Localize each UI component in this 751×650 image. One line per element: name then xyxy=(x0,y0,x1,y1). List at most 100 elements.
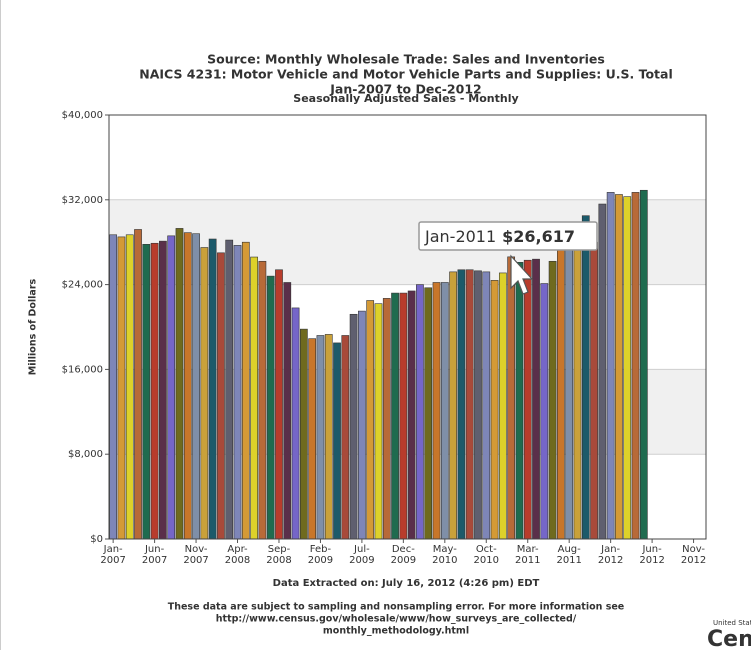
bar xyxy=(598,203,607,540)
bar xyxy=(366,300,375,540)
bar xyxy=(225,239,234,540)
y-tick-label: $8,000 xyxy=(68,449,103,460)
bar xyxy=(407,290,416,540)
y-tick-label: $40,000 xyxy=(62,110,103,121)
x-tick-label: May-2010 xyxy=(432,544,458,566)
tooltip-text: Jan-2011 $26,617 xyxy=(424,227,575,246)
bar xyxy=(565,249,574,540)
x-tick-label: Jul-2009 xyxy=(349,544,375,566)
bar xyxy=(159,240,167,540)
bar xyxy=(548,260,557,540)
bar xyxy=(349,313,358,540)
y-tick-label: $0 xyxy=(90,534,103,545)
bar xyxy=(316,335,325,540)
x-tick-label: Dec-2009 xyxy=(390,544,417,566)
bar xyxy=(217,252,225,540)
bar xyxy=(416,284,424,540)
bar xyxy=(275,269,283,540)
bar xyxy=(515,262,524,540)
bar xyxy=(233,245,242,540)
bar xyxy=(258,260,267,540)
x-tick-label: Apr-2008 xyxy=(224,544,251,566)
bar xyxy=(440,282,449,540)
footnote: monthly_methodology.html xyxy=(323,626,469,637)
bar xyxy=(623,196,632,540)
logo-text: Census xyxy=(707,627,751,650)
x-tick-label: Jan-2012 xyxy=(597,544,624,566)
chart-subtitle: Seasonally Adjusted Sales - Monthly xyxy=(293,92,518,105)
y-tick-label: $32,000 xyxy=(62,195,103,206)
bar xyxy=(134,229,142,540)
bar xyxy=(283,282,292,540)
bar xyxy=(208,238,217,540)
bar xyxy=(590,241,598,540)
grid-band xyxy=(109,115,706,200)
chart-title: Source: Monthly Wholesale Trade: Sales a… xyxy=(207,52,605,67)
bar xyxy=(333,342,341,540)
logo-text: United States xyxy=(713,619,751,627)
grid-band xyxy=(109,369,706,455)
bar xyxy=(142,244,151,540)
bar xyxy=(391,292,399,540)
bar xyxy=(399,292,408,540)
bar xyxy=(573,237,582,540)
x-axis-label: Data Extracted on: July 16, 2012 (4:26 p… xyxy=(273,578,540,589)
bar xyxy=(374,303,383,540)
grid-band xyxy=(109,284,706,370)
bar xyxy=(241,241,250,540)
bar xyxy=(639,189,648,540)
x-tick-label: Jan-2007 xyxy=(100,544,126,566)
bar xyxy=(291,307,300,540)
bar xyxy=(432,282,441,540)
bar xyxy=(299,328,308,540)
bar xyxy=(117,236,126,540)
y-tick-label: $24,000 xyxy=(62,280,103,291)
x-tick-label: Jun-2007 xyxy=(141,544,168,566)
bar xyxy=(532,258,540,540)
bar xyxy=(150,242,159,540)
bar xyxy=(175,228,184,540)
bar xyxy=(498,272,507,540)
bar xyxy=(266,275,275,540)
bar xyxy=(457,269,466,540)
bar xyxy=(581,215,590,540)
bar xyxy=(557,244,565,540)
grid-band xyxy=(109,454,706,539)
bar xyxy=(250,256,258,540)
bar xyxy=(341,335,350,540)
bar xyxy=(324,334,333,540)
bar xyxy=(200,247,209,540)
bar xyxy=(540,283,549,540)
bar xyxy=(507,256,516,540)
bar xyxy=(382,298,391,540)
x-tick-label: Oct-2010 xyxy=(473,544,499,566)
bar xyxy=(465,269,474,540)
bar xyxy=(192,233,200,540)
bar xyxy=(424,287,433,540)
bar xyxy=(308,338,317,540)
x-tick-label: Feb-2009 xyxy=(307,544,334,566)
bar xyxy=(482,271,491,540)
bar xyxy=(523,259,532,540)
tooltip-box xyxy=(418,221,598,251)
footnote: http://www.census.gov/wholesale/www/how_… xyxy=(216,614,577,625)
bar xyxy=(167,235,176,540)
x-tick-label: Sep-2008 xyxy=(266,544,292,566)
chart-title: NAICS 4231: Motor Vehicle and Motor Vehi… xyxy=(139,67,673,82)
grid-band xyxy=(109,199,706,285)
y-axis-label: Millions of Dollars xyxy=(28,278,39,375)
plot-border xyxy=(108,114,707,540)
y-tick-label: $16,000 xyxy=(62,364,103,375)
tooltip-category: Jan-2011 xyxy=(424,227,496,246)
x-tick-label: Nov-2007 xyxy=(183,544,209,566)
chart-title: Jan-2007 to Dec-2012 xyxy=(329,82,481,97)
bar xyxy=(109,234,118,540)
bar xyxy=(474,270,482,540)
x-tick-label: Aug-2011 xyxy=(556,544,582,566)
bar xyxy=(183,232,192,540)
bar xyxy=(125,234,134,540)
bar xyxy=(449,271,457,540)
x-tick-label: Mar-2011 xyxy=(514,544,541,566)
